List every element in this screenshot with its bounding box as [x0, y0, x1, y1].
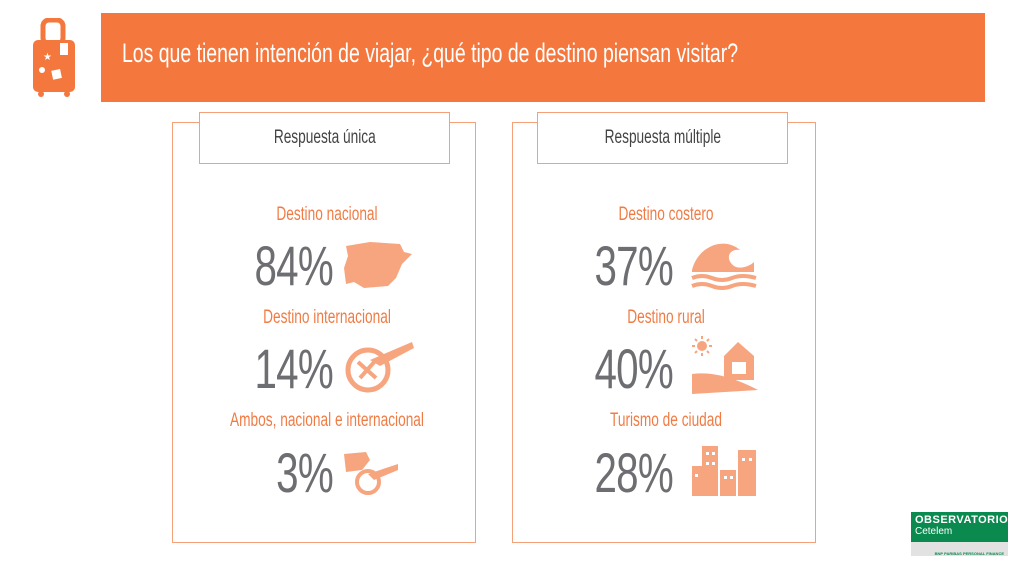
item-value: 28%: [594, 441, 673, 504]
item-value: 14%: [254, 337, 333, 400]
logo-line1: OBSERVATORIO: [915, 514, 1009, 526]
wave-icon: [691, 243, 757, 290]
page-title: Los que tienen intención de viajar, ¿qué…: [122, 38, 739, 68]
logo-line3: BNP PARIBAS PERSONAL FINANCE: [934, 551, 1004, 556]
item-label: Destino costero: [618, 204, 714, 225]
globe-plane-icon: [345, 342, 414, 393]
item-label: Turismo de ciudad: [609, 410, 723, 431]
item-value: 37%: [594, 234, 673, 297]
barn-sun-icon: [692, 336, 758, 394]
multiple-response-panel: [512, 122, 816, 543]
spain-globe-icon: [344, 452, 398, 495]
multiple-response-header: Respuesta múltiple: [537, 112, 788, 164]
observatorio-cetelem-logo: OBSERVATORIO Cetelem BNP PARIBAS PERSONA…: [911, 512, 1008, 556]
item-value: 3%: [276, 441, 334, 504]
single-response-panel: [172, 122, 476, 543]
header-label: Respuesta única: [273, 127, 376, 148]
single-response-header: Respuesta única: [199, 112, 450, 164]
city-buildings-icon: [692, 446, 756, 496]
svg-text:★: ★: [43, 52, 52, 63]
item-label: Ambos, nacional e internacional: [230, 410, 424, 431]
logo-line2: Cetelem: [915, 526, 953, 537]
item-label: Destino nacional: [276, 204, 378, 225]
spain-map-icon: [344, 242, 412, 288]
item-label: Destino rural: [627, 307, 705, 328]
header-label: Respuesta múltiple: [604, 127, 721, 148]
item-value: 40%: [594, 337, 673, 400]
item-value: 84%: [254, 234, 333, 297]
item-label: Destino internacional: [263, 307, 391, 328]
suitcase-icon: ★: [33, 18, 75, 97]
title-bar: [101, 13, 985, 102]
